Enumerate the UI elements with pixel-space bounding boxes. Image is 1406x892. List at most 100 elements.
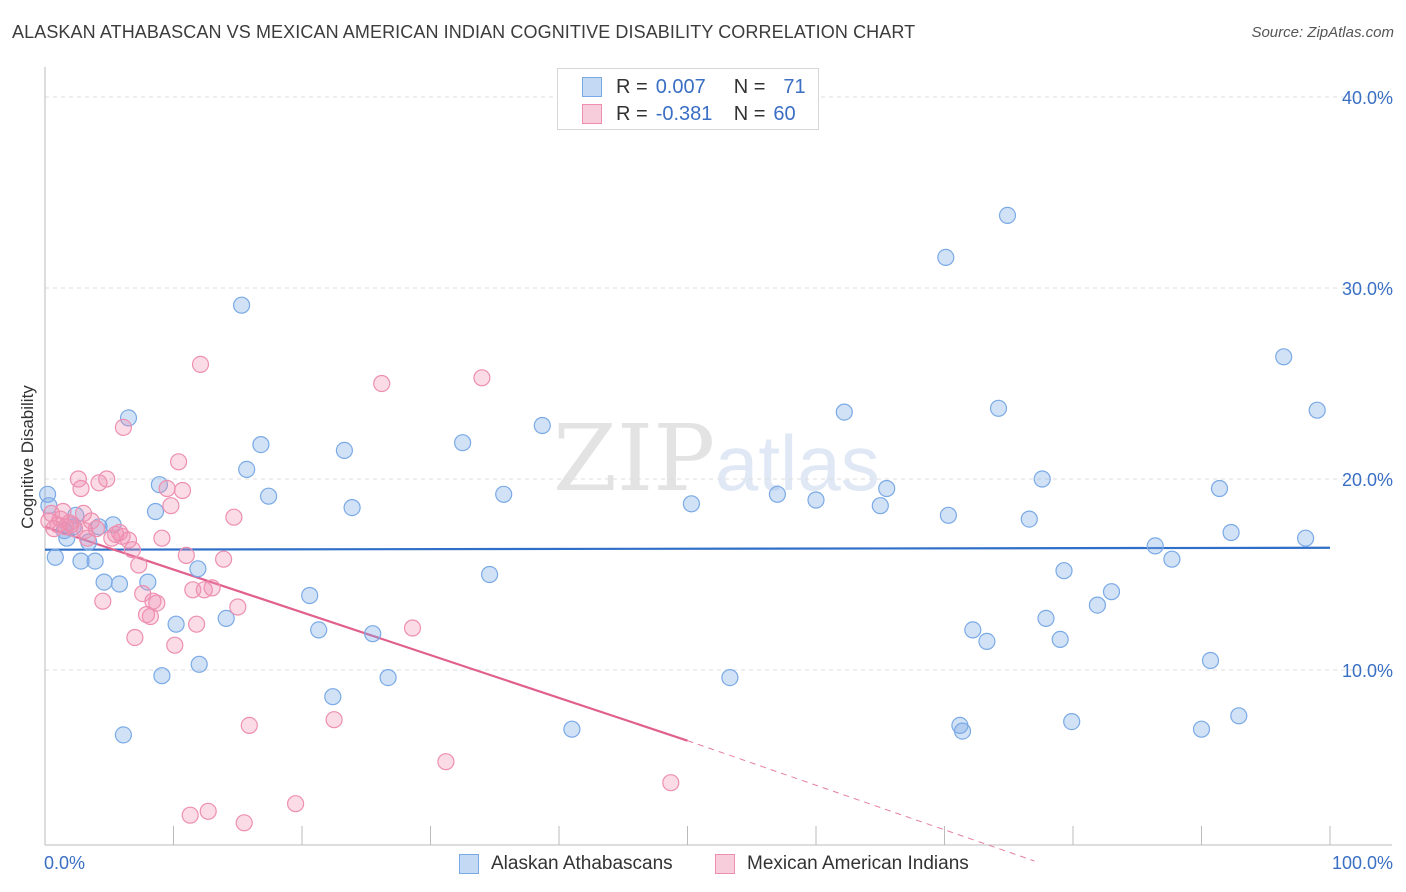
point-mexican-american-indian <box>74 504 93 523</box>
trend-lines <box>44 525 1331 862</box>
series-legend-blue: Alaskan Athabascans <box>459 852 673 876</box>
point-alaskan-athabascan <box>721 668 739 687</box>
series-name-pink: Mexican American Indians <box>747 853 969 874</box>
point-alaskan-athabascan <box>1222 523 1240 542</box>
point-alaskan-athabascan <box>953 722 972 740</box>
point-mexican-american-indian <box>188 615 206 633</box>
point-mexican-american-indian <box>240 716 258 735</box>
point-alaskan-athabascan <box>835 403 853 421</box>
point-alaskan-athabascan <box>233 296 251 314</box>
point-mexican-american-indian <box>229 598 247 616</box>
point-alaskan-athabascan <box>998 206 1017 224</box>
point-alaskan-athabascan <box>1102 583 1121 601</box>
point-alaskan-athabascan <box>379 668 397 687</box>
series-swatch-pink <box>715 854 735 874</box>
legend-n-value-blue: 71 <box>783 75 806 98</box>
point-alaskan-athabascan <box>807 491 825 509</box>
point-alaskan-athabascan <box>989 399 1008 417</box>
point-mexican-american-indian <box>130 556 148 574</box>
point-alaskan-athabascan <box>939 506 958 524</box>
point-alaskan-athabascan <box>1308 401 1326 419</box>
legend-r-label: R = <box>616 102 648 125</box>
point-mexican-american-indian <box>148 594 166 612</box>
point-alaskan-athabascan <box>114 726 133 744</box>
point-mexican-american-indian <box>113 527 131 545</box>
y-tick-label: 20.0% <box>1342 470 1393 490</box>
point-mexican-american-indian <box>177 546 195 565</box>
point-alaskan-athabascan <box>1192 720 1211 738</box>
point-alaskan-athabascan <box>153 667 171 685</box>
y-tick-label: 30.0% <box>1342 279 1393 299</box>
point-alaskan-athabascan <box>72 552 90 570</box>
tick-labels: 10.0% 20.0% 30.0% 40.0% 0.0% 100.0% <box>44 88 1393 873</box>
point-alaskan-athabascan <box>238 460 256 478</box>
point-mexican-american-indian <box>62 516 80 534</box>
point-alaskan-athabascan <box>1051 630 1069 649</box>
y-tick-label: 40.0% <box>1342 88 1393 108</box>
data-points <box>38 206 1326 832</box>
point-alaskan-athabascan <box>95 573 113 591</box>
point-alaskan-athabascan <box>335 441 353 459</box>
x-tick-label: 0.0% <box>44 853 85 873</box>
point-mexican-american-indian <box>403 619 422 637</box>
legend-n-label: N = <box>733 102 766 125</box>
point-alaskan-athabascan <box>964 621 982 639</box>
legend-row-blue: R = 0.007 N = 71 <box>582 74 806 100</box>
point-alaskan-athabascan <box>310 621 328 639</box>
point-alaskan-athabascan <box>364 625 382 643</box>
point-alaskan-athabascan <box>871 497 889 515</box>
point-alaskan-athabascan <box>86 552 104 570</box>
point-alaskan-athabascan <box>1088 596 1107 614</box>
point-alaskan-athabascan <box>533 416 551 435</box>
legend-n-value-pink: 60 <box>773 102 796 125</box>
point-alaskan-athabascan <box>1063 712 1081 731</box>
point-mexican-american-indian <box>123 541 141 559</box>
source-credit: Source: ZipAtlas.com <box>1251 24 1394 41</box>
point-mexican-american-indian <box>662 774 680 792</box>
grid-lines <box>45 96 1392 671</box>
point-alaskan-athabascan <box>260 487 278 505</box>
chart-title: ALASKAN ATHABASCAN VS MEXICAN AMERICAN I… <box>12 22 916 42</box>
trend-line-mexican-american-indian <box>44 525 688 742</box>
point-mexican-american-indian <box>170 453 188 471</box>
point-alaskan-athabascan <box>1020 510 1038 528</box>
point-mexican-american-indian <box>325 711 343 729</box>
point-mexican-american-indian <box>94 592 112 610</box>
point-alaskan-athabascan <box>1275 348 1293 366</box>
point-alaskan-athabascan <box>110 575 129 593</box>
point-alaskan-athabascan <box>1210 479 1229 498</box>
point-alaskan-athabascan <box>189 560 207 578</box>
point-mexican-american-indian <box>114 418 133 436</box>
point-mexican-american-indian <box>473 369 491 387</box>
point-alaskan-athabascan <box>1296 529 1315 547</box>
series-legend-pink: Mexican American Indians <box>715 852 969 876</box>
point-mexican-american-indian <box>162 497 180 515</box>
point-alaskan-athabascan <box>454 434 472 452</box>
point-mexican-american-indian <box>158 479 176 498</box>
point-alaskan-athabascan <box>190 655 208 673</box>
legend-swatch-pink <box>582 104 602 124</box>
watermark-zip: ZIP <box>553 405 715 512</box>
point-mexican-american-indian <box>181 806 199 824</box>
point-mexican-american-indian <box>373 374 391 393</box>
point-mexican-american-indian <box>98 470 116 488</box>
legend-row-pink: R = -0.381 N = 60 <box>582 101 796 127</box>
trend-line-alaskan-athabascan <box>44 546 1331 551</box>
legend-r-value-blue: 0.007 <box>655 75 706 98</box>
point-alaskan-athabascan <box>1146 537 1164 555</box>
legend-swatch-blue <box>582 77 602 97</box>
point-mexican-american-indian <box>437 753 455 771</box>
legend-n-label: N = <box>733 75 766 98</box>
point-alaskan-athabascan <box>167 615 185 633</box>
point-mexican-american-indian <box>203 579 221 597</box>
point-mexican-american-indian <box>225 508 243 526</box>
point-mexican-american-indian <box>153 529 171 547</box>
point-mexican-american-indian <box>199 802 217 820</box>
point-alaskan-athabascan <box>217 609 235 628</box>
watermark: ZIP atlas <box>553 405 880 512</box>
trend-line-extension-mexican-american-indian <box>687 740 1035 862</box>
point-alaskan-athabascan <box>46 548 64 566</box>
point-alaskan-athabascan <box>481 565 499 584</box>
point-alaskan-athabascan <box>768 485 787 503</box>
